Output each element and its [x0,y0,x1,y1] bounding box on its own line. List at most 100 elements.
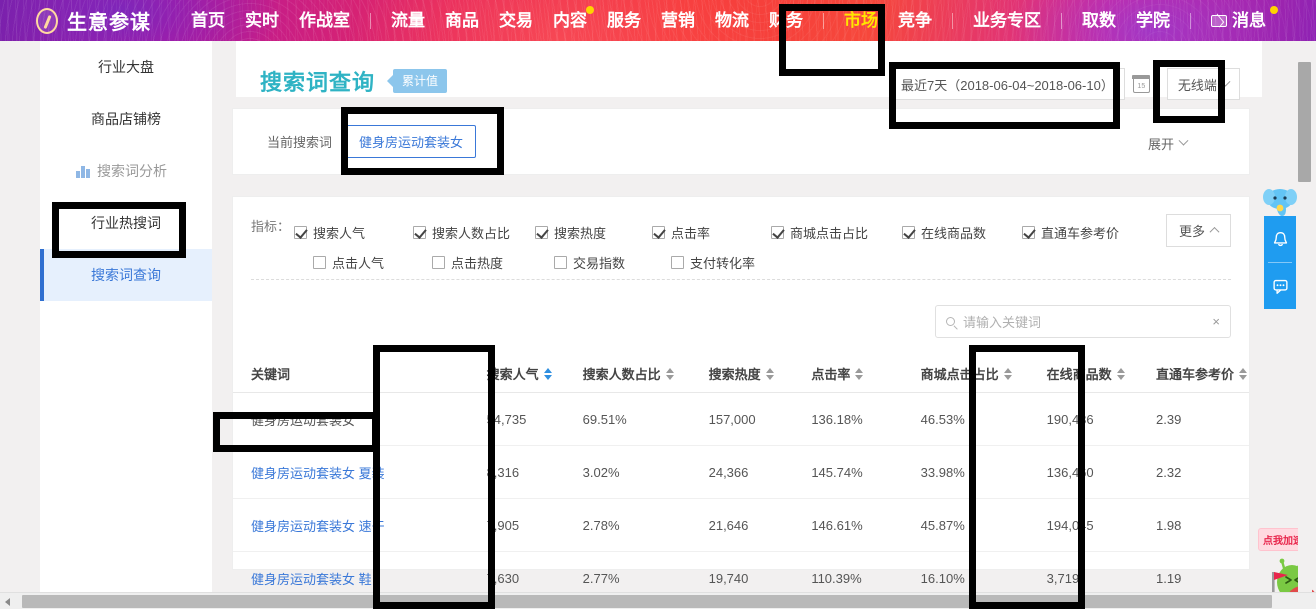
app-logo[interactable]: 生意参谋 [36,6,151,35]
checkbox-checked-icon[interactable] [413,225,427,239]
metric-label: 搜索热度 [554,225,607,241]
sort-toggle-icon[interactable] [1239,367,1248,380]
envelope-icon [1211,14,1227,27]
nav-item-messages[interactable]: 消息 [1201,0,1278,41]
elephant-mascot-icon[interactable] [1262,186,1298,218]
nav-item-2[interactable]: 作战室 [299,11,350,30]
table-header-label: 直通车参考价 [1156,367,1235,382]
table-cell-keyword[interactable]: 健身房运动套装女 夏装 [251,465,385,481]
sort-toggle-icon[interactable] [1003,367,1012,380]
horizontal-scrollbar[interactable] [0,592,1316,609]
sort-toggle-icon[interactable] [855,367,864,380]
nav-item-4[interactable]: 流量 [391,11,425,30]
table-cell-点击率: 110.39% [811,570,862,586]
nav-item-19[interactable]: 学院 [1136,11,1170,30]
checkbox-unchecked-icon[interactable] [313,255,327,269]
checkbox-unchecked-icon[interactable] [554,255,568,269]
notification-bell-button[interactable] [1264,216,1296,262]
table-body: 健身房运动套装女 54,735 69.51% 157,000 136.18% 46.53%… [233,393,1249,605]
sidebar-item-2[interactable]: 搜索词分析 [40,145,212,197]
metric-checkbox-商城点击占比[interactable]: 商城点击占比 [771,223,902,242]
metric-checkbox-搜索人气[interactable]: 搜索人气 [294,223,413,242]
keyword-search-box[interactable]: 请输入关键词 × [935,305,1231,338]
nav-item-9[interactable]: 营销 [661,11,695,30]
table-row[interactable]: 健身房运动套装女 夏装 8,316 3.02% 24,366 145.74% 33.98%… [233,446,1249,499]
sidebar-item-3[interactable]: 行业热搜词 [40,197,212,249]
logo-text: 生意参谋 [67,12,151,34]
divider [1268,262,1292,263]
table-header-商城点击占比[interactable]: 商城点击占比 [903,364,1029,383]
nav-item-16[interactable]: 业务专区 [973,11,1041,30]
horizontal-scrollbar-thumb[interactable] [22,595,1272,608]
nav-item-13[interactable]: 市场 [844,11,878,30]
nav-item-10[interactable]: 物流 [715,11,749,30]
table-header-搜索人气[interactable]: 搜索人气 [469,364,565,383]
sidebar-item-4[interactable]: 搜索词查询 [40,249,212,301]
checkbox-checked-icon[interactable] [771,225,785,239]
checkbox-checked-icon[interactable] [535,225,549,239]
nav-separator [370,12,371,29]
sidebar-item-1[interactable]: 商品店铺榜 [40,93,212,145]
vertical-scrollbar-thumb[interactable] [1298,62,1311,182]
nav-item-0[interactable]: 首页 [191,11,225,30]
checkbox-checked-icon[interactable] [652,225,666,239]
metric-checkbox-支付转化率[interactable]: 支付转化率 [671,253,790,272]
metric-checkbox-搜索热度[interactable]: 搜索热度 [535,223,652,242]
sidebar-item-label: 搜索词查询 [91,267,161,283]
table-cell-搜索人气: 54,735 [486,411,527,427]
sort-toggle-icon[interactable] [765,367,774,380]
metric-checkbox-点击热度[interactable]: 点击热度 [432,253,554,272]
checkbox-checked-icon[interactable] [902,225,916,239]
table-header-点击率[interactable]: 点击率 [793,364,902,383]
metric-label: 搜索人气 [313,225,366,241]
checkbox-checked-icon[interactable] [1022,225,1036,239]
sidebar-item-label: 商品店铺榜 [91,111,161,127]
table-cell-搜索人数占比: 69.51% [582,411,627,427]
metric-checkbox-搜索人数占比[interactable]: 搜索人数占比 [413,223,535,242]
expand-toggle[interactable]: 展开 [1148,134,1189,153]
vertical-scrollbar[interactable] [1298,41,1312,609]
table-header-在线商品数[interactable]: 在线商品数 [1029,364,1138,383]
nav-item-11[interactable]: 财务 [769,11,803,30]
metric-checkbox-直通车参考价[interactable]: 直通车参考价 [1022,223,1152,242]
metric-checkbox-点击人气[interactable]: 点击人气 [313,253,432,272]
sort-toggle-icon[interactable] [543,367,552,380]
search-input[interactable]: 请输入关键词 [963,315,1042,330]
sidebar-item-label: 行业热搜词 [91,215,161,231]
sort-toggle-icon[interactable] [665,367,674,380]
metric-label: 在线商品数 [921,225,987,241]
current-keyword-tag[interactable]: 健身房运动套装女 [346,125,477,158]
more-metrics-button[interactable]: 更多 [1165,214,1231,247]
chat-bubble-button[interactable] [1264,263,1296,309]
checkbox-unchecked-icon[interactable] [432,255,446,269]
table-cell-keyword: 健身房运动套装女 [251,412,356,428]
sidebar-item-0[interactable]: 行业大盘 [40,41,212,93]
metric-checkbox-交易指数[interactable]: 交易指数 [554,253,671,272]
table-cell-搜索热度: 157,000 [708,411,756,427]
table-cell-keyword[interactable]: 健身房运动套装女 速干 [251,518,385,534]
nav-item-14[interactable]: 竞争 [898,11,932,30]
terminal-select[interactable]: 无线端 [1166,68,1240,100]
nav-item-5[interactable]: 商品 [445,11,479,30]
calendar-icon[interactable]: 15 [1132,75,1151,93]
nav-item-7[interactable]: 内容 [543,0,597,41]
nav-item-18[interactable]: 取数 [1082,11,1116,30]
checkbox-unchecked-icon[interactable] [671,255,685,269]
nav-item-1[interactable]: 实时 [245,11,279,30]
nav-item-8[interactable]: 服务 [607,11,641,30]
table-header-搜索人数占比[interactable]: 搜索人数占比 [565,364,691,383]
table-row[interactable]: 健身房运动套装女 速干 7,905 2.78% 21,646 146.61% 45.87%… [233,499,1249,552]
metric-checkbox-在线商品数[interactable]: 在线商品数 [902,223,1022,242]
date-range-picker[interactable]: 最近7天（2018-06-04~2018-06-10） [890,68,1125,100]
sort-toggle-icon[interactable] [1116,367,1125,380]
clear-icon[interactable]: × [1212,314,1220,329]
table-header-直通车参考价[interactable]: 直通车参考价 [1138,364,1249,383]
nav-item-6[interactable]: 交易 [499,11,533,30]
table-header-搜索热度[interactable]: 搜索热度 [691,364,794,383]
table-row[interactable]: 健身房运动套装女 54,735 69.51% 157,000 136.18% 46.53%… [233,393,1249,446]
checkbox-checked-icon[interactable] [294,225,308,239]
metric-checkbox-点击率[interactable]: 点击率 [652,223,771,242]
table-cell-keyword[interactable]: 健身房运动套装女 鞋 [251,571,372,587]
chevron-down-icon [1178,135,1189,146]
scroll-left-arrow-icon[interactable] [5,598,10,606]
